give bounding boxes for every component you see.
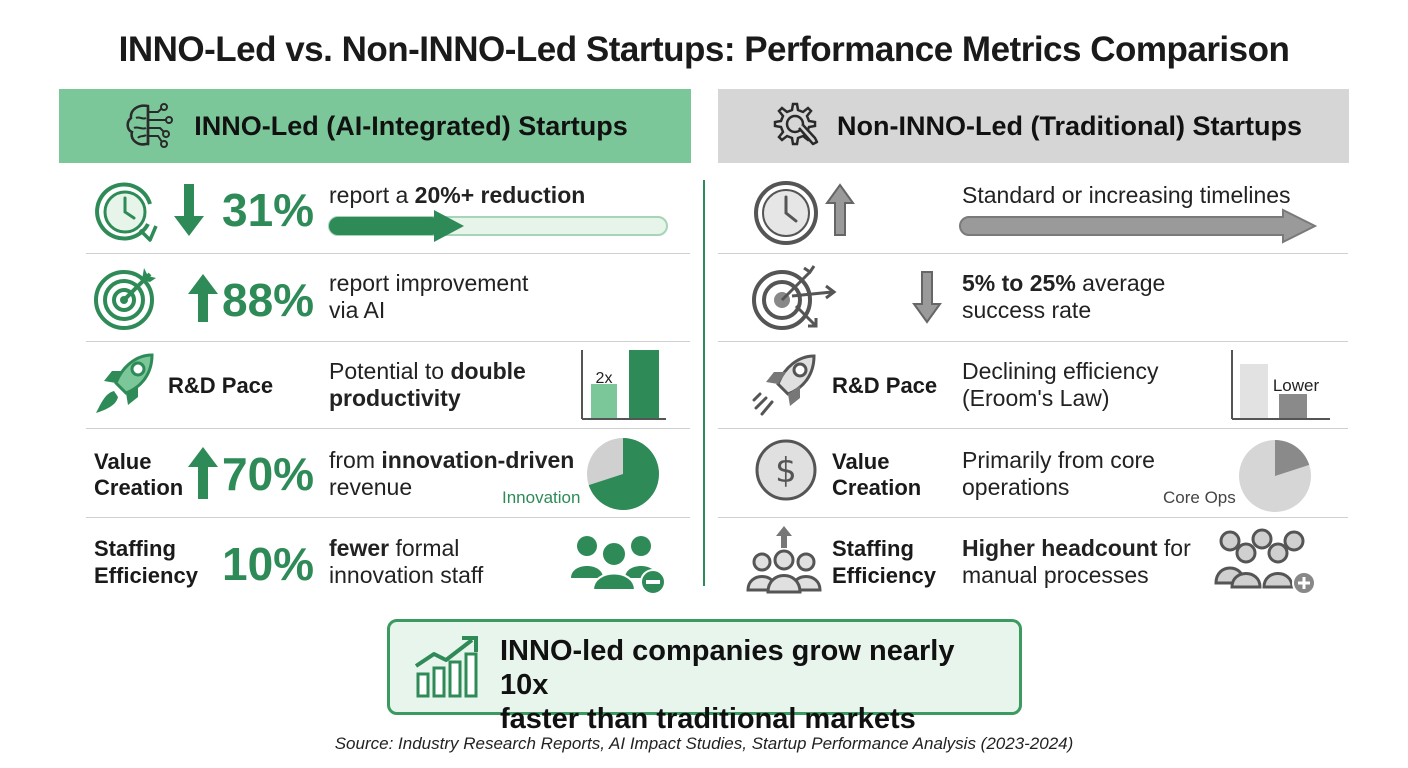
brain-circuit-icon bbox=[126, 103, 174, 148]
callout-line2: faster than traditional markets bbox=[500, 703, 916, 735]
arrow-up-icon bbox=[825, 183, 855, 236]
row-separator bbox=[86, 428, 690, 429]
column-divider bbox=[703, 180, 705, 586]
pie-slice-innovation bbox=[588, 438, 659, 510]
rd-mini-bar-chart: Lower bbox=[1231, 350, 1330, 420]
bar-baseline bbox=[1240, 364, 1268, 418]
row-separator bbox=[718, 341, 1348, 342]
staffing-description-line1: fewer formal bbox=[329, 535, 460, 561]
people-plus-icon bbox=[746, 526, 822, 594]
rd-pace-label: R&D Pace bbox=[168, 373, 274, 398]
staffing-description-line1: Higher headcount for bbox=[962, 535, 1191, 561]
row-separator bbox=[718, 517, 1348, 518]
rd-pace-label: R&D Pace bbox=[832, 373, 938, 398]
clock-icon bbox=[754, 181, 818, 245]
success-description-line1: report improvement bbox=[329, 270, 529, 296]
timeline-arrow bbox=[959, 208, 1318, 244]
rd-description-line2: (Eroom's Law) bbox=[962, 385, 1110, 411]
people-plus-icon bbox=[1214, 528, 1316, 595]
bar-label: 2x bbox=[596, 370, 613, 387]
target-icon bbox=[94, 268, 156, 330]
value-description-line2: revenue bbox=[329, 474, 413, 500]
stat-staffing: 10% bbox=[222, 538, 315, 590]
value-creation-label-line1: Value bbox=[832, 449, 890, 474]
clock-icon bbox=[95, 182, 158, 242]
arrow-down-icon bbox=[912, 271, 942, 324]
rd-mini-bar-chart: 2x bbox=[581, 350, 666, 420]
callout-text: INNO-led companies grow nearly 10x faste… bbox=[500, 634, 1010, 736]
callout-line1: INNO-led companies grow nearly 10x bbox=[500, 635, 955, 701]
progress-arrowhead bbox=[434, 210, 464, 242]
right-header-title: Non-INNO-Led (Traditional) Startups bbox=[837, 110, 1302, 141]
rd-description-line1: Declining efficiency bbox=[962, 358, 1159, 384]
growth-chart-icon bbox=[414, 636, 478, 698]
summary-callout: INNO-led companies grow nearly 10x faste… bbox=[387, 619, 1022, 735]
right-column-header: Non-INNO-Led (Traditional) Startups bbox=[718, 89, 1349, 163]
value-creation-label-line2: Creation bbox=[94, 475, 184, 500]
bar-label: Lower bbox=[1273, 376, 1320, 395]
bar-inno bbox=[629, 350, 659, 418]
timeline-description: Standard or increasing timelines bbox=[962, 182, 1291, 208]
pie-slice-other bbox=[1275, 440, 1310, 476]
row-separator bbox=[718, 428, 1348, 429]
progress-fill bbox=[329, 217, 440, 235]
arrow-up-icon bbox=[188, 447, 218, 499]
stat-timeline: 31% bbox=[222, 184, 315, 236]
dollar-icon: $ bbox=[755, 439, 817, 501]
rocket-icon bbox=[752, 354, 816, 416]
page-title: INNO-Led vs. Non-INNO-Led Startups: Perf… bbox=[118, 30, 1290, 69]
success-description-line2: success rate bbox=[962, 297, 1092, 323]
staffing-label-line2: Efficiency bbox=[94, 563, 198, 588]
success-description-line2: via AI bbox=[329, 297, 386, 323]
gear-wrench-icon bbox=[773, 102, 819, 146]
left-header-title: INNO-Led (AI-Integrated) Startups bbox=[194, 110, 628, 141]
rd-description-line2: productivity bbox=[329, 385, 461, 411]
source-citation: Source: Industry Research Reports, AI Im… bbox=[334, 734, 1074, 753]
stat-value-creation: 70% bbox=[222, 448, 315, 500]
stat-success: 88% bbox=[222, 274, 315, 326]
people-minus-icon bbox=[571, 536, 666, 595]
pie-label-core-ops: Core Ops bbox=[1163, 488, 1236, 508]
value-description-line1: from innovation-driven bbox=[329, 447, 575, 473]
row-separator bbox=[86, 253, 690, 254]
value-creation-label-line1: Value bbox=[94, 449, 152, 474]
rocket-icon bbox=[96, 353, 154, 413]
value-description-line1: Primarily from core bbox=[962, 447, 1155, 473]
bar-baseline bbox=[591, 384, 617, 418]
value-description-line2: operations bbox=[962, 474, 1070, 500]
bar-traditional bbox=[1279, 394, 1307, 418]
value-creation-label-line2: Creation bbox=[832, 475, 922, 500]
left-column-header: INNO-Led (AI-Integrated) Startups bbox=[59, 89, 691, 163]
row-separator bbox=[86, 517, 690, 518]
rd-description-line1: Potential to double bbox=[329, 358, 526, 384]
staffing-label-line1: Staffing bbox=[832, 536, 914, 561]
row-separator bbox=[718, 253, 1348, 254]
progress-bar bbox=[328, 210, 668, 242]
row-separator bbox=[86, 341, 690, 342]
success-description-line1: 5% to 25% average bbox=[962, 270, 1166, 296]
arrow-down-icon bbox=[174, 184, 204, 236]
timeline-description: report a 20%+ reduction bbox=[329, 182, 586, 208]
core-ops-pie-chart bbox=[1239, 440, 1311, 512]
staffing-label-line1: Staffing bbox=[94, 536, 176, 561]
staffing-label-line2: Efficiency bbox=[832, 563, 936, 588]
staffing-description-line2: innovation staff bbox=[329, 562, 484, 588]
staffing-description-line2: manual processes bbox=[962, 562, 1149, 588]
innovation-pie-chart bbox=[587, 438, 659, 510]
arrow-up-icon bbox=[188, 274, 218, 322]
svg-text:$: $ bbox=[775, 451, 797, 491]
pie-label-innovation: Innovation bbox=[502, 488, 581, 508]
target-miss-icon bbox=[752, 265, 837, 330]
